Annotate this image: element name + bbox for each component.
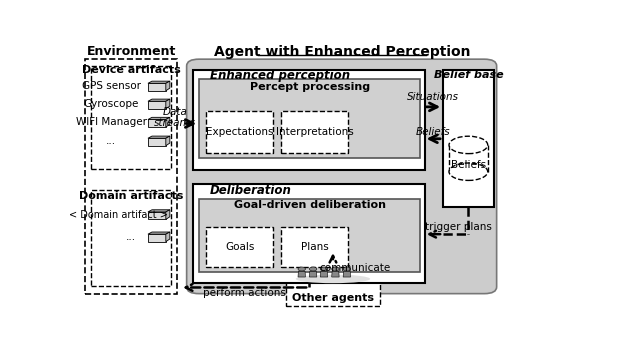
Polygon shape — [332, 271, 339, 277]
FancyBboxPatch shape — [91, 66, 172, 169]
Polygon shape — [148, 232, 170, 234]
Text: Device artifacts: Device artifacts — [82, 65, 180, 76]
Text: Goal-driven deliberation: Goal-driven deliberation — [234, 200, 386, 210]
Text: Belief base: Belief base — [433, 70, 503, 80]
Text: GPS sensor: GPS sensor — [82, 81, 141, 91]
Polygon shape — [148, 83, 166, 91]
FancyBboxPatch shape — [199, 79, 420, 158]
Text: Deliberation: Deliberation — [210, 184, 292, 197]
Ellipse shape — [296, 275, 370, 283]
FancyBboxPatch shape — [193, 70, 425, 171]
Text: Beliefs: Beliefs — [416, 127, 451, 137]
Text: ...: ... — [106, 136, 116, 146]
Text: Beliefs: Beliefs — [451, 160, 486, 170]
FancyBboxPatch shape — [199, 198, 420, 272]
Text: Agent with Enhanced Perception: Agent with Enhanced Perception — [214, 45, 470, 59]
FancyBboxPatch shape — [207, 111, 273, 153]
Polygon shape — [343, 271, 351, 277]
FancyBboxPatch shape — [187, 59, 497, 294]
Text: trigger plans: trigger plans — [424, 222, 492, 232]
Text: < Domain artifact >: < Domain artifact > — [69, 209, 168, 220]
Polygon shape — [148, 212, 166, 220]
Text: Interpretations: Interpretations — [276, 127, 353, 137]
Polygon shape — [148, 101, 166, 109]
Polygon shape — [166, 99, 170, 109]
FancyBboxPatch shape — [85, 59, 177, 294]
Polygon shape — [166, 81, 170, 91]
Text: communicate: communicate — [319, 263, 391, 273]
Polygon shape — [148, 81, 170, 83]
Text: Gyroscope: Gyroscope — [84, 99, 139, 109]
Polygon shape — [148, 136, 170, 138]
Circle shape — [309, 267, 317, 271]
FancyBboxPatch shape — [281, 227, 348, 267]
FancyBboxPatch shape — [286, 251, 380, 306]
Polygon shape — [298, 271, 305, 277]
Text: Other agents: Other agents — [292, 293, 374, 303]
Polygon shape — [166, 210, 170, 220]
Text: Plans: Plans — [301, 242, 328, 252]
Text: Percept processing: Percept processing — [250, 82, 370, 92]
Circle shape — [332, 267, 339, 271]
Ellipse shape — [449, 163, 488, 180]
FancyBboxPatch shape — [443, 70, 493, 207]
Polygon shape — [148, 234, 166, 242]
Polygon shape — [148, 117, 170, 119]
Polygon shape — [166, 136, 170, 146]
Circle shape — [343, 267, 351, 271]
Text: perform actions: perform actions — [204, 288, 286, 298]
Polygon shape — [148, 138, 166, 146]
FancyBboxPatch shape — [193, 184, 425, 283]
Text: ...: ... — [126, 232, 136, 242]
Polygon shape — [148, 119, 166, 127]
Circle shape — [320, 267, 328, 271]
Text: Data
streams: Data streams — [154, 106, 196, 128]
Ellipse shape — [449, 136, 488, 153]
Text: Expectations: Expectations — [207, 127, 274, 137]
Polygon shape — [148, 210, 170, 212]
Polygon shape — [309, 271, 317, 277]
Text: Domain artifacts: Domain artifacts — [79, 191, 183, 201]
FancyBboxPatch shape — [207, 227, 273, 267]
Text: Environment: Environment — [86, 46, 176, 58]
Polygon shape — [166, 232, 170, 242]
FancyBboxPatch shape — [281, 111, 348, 153]
Text: WIFI Manager: WIFI Manager — [76, 117, 147, 127]
FancyBboxPatch shape — [91, 190, 172, 286]
Text: Goals: Goals — [225, 242, 255, 252]
Polygon shape — [320, 271, 328, 277]
Text: Situations: Situations — [407, 93, 459, 103]
Circle shape — [298, 267, 305, 271]
Text: Enhanced perception: Enhanced perception — [210, 69, 350, 82]
Polygon shape — [166, 117, 170, 127]
Polygon shape — [148, 99, 170, 101]
